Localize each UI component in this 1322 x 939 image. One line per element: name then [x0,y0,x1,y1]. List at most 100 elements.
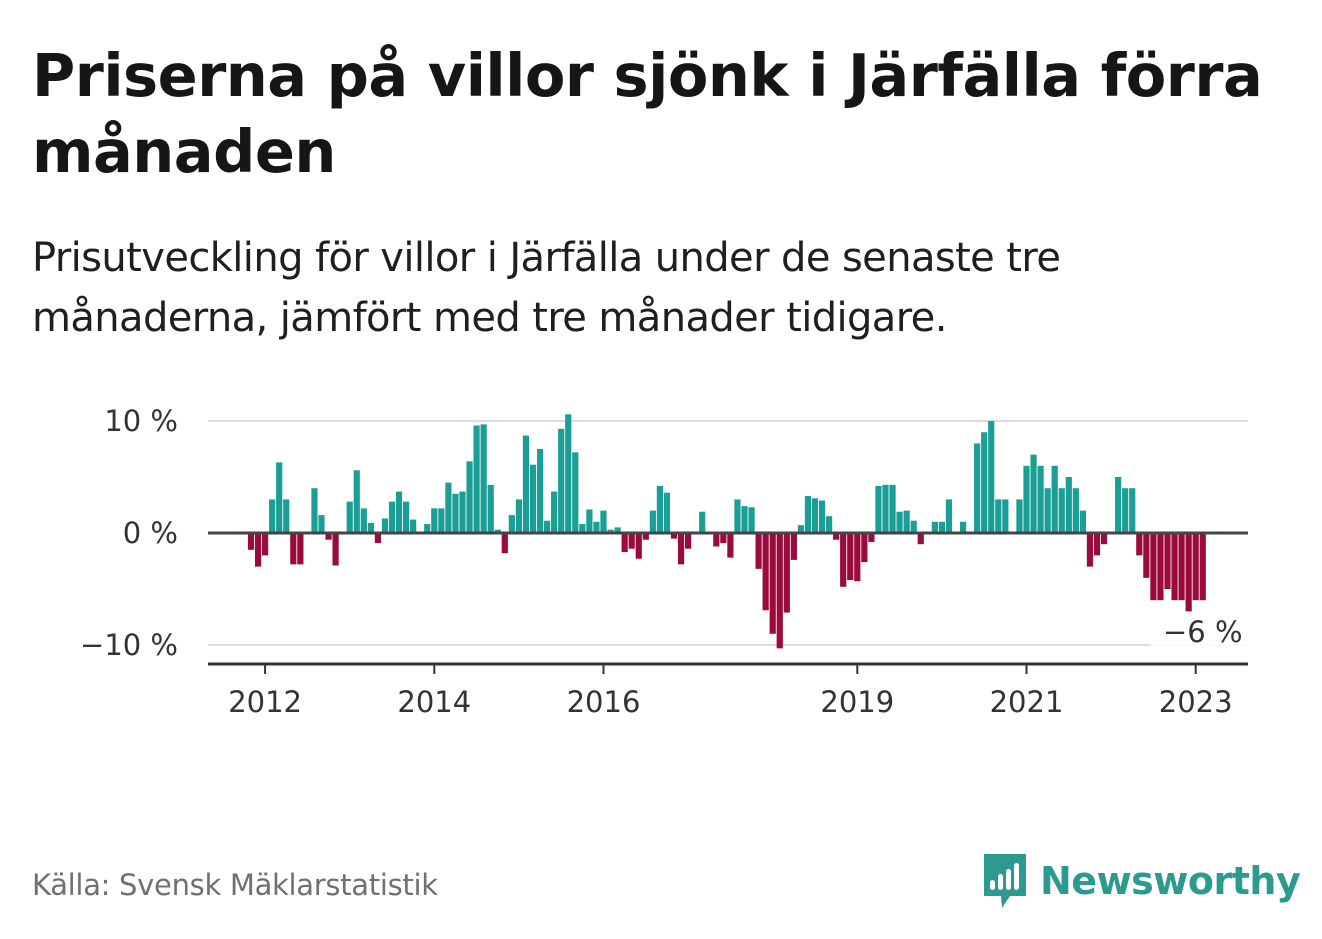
y-tick-label: −10 % [80,628,178,662]
bar [466,461,473,533]
bar [480,424,487,533]
bar [1100,533,1108,545]
bar [720,533,727,544]
bar [727,533,734,558]
bar [889,484,896,533]
bar [297,533,304,565]
bar [290,533,297,565]
bar [1030,454,1037,533]
bar [917,533,924,545]
bar [903,510,910,533]
x-tick-label: 2012 [228,685,302,719]
bar [995,499,1002,533]
bar [981,432,988,533]
bar [1171,533,1178,601]
bar [1115,477,1122,533]
bar [818,500,826,533]
bar [847,533,854,581]
bar [614,527,621,533]
chart-title: Priserna på villor sjönk i Järfälla förr… [32,41,1263,186]
bar [748,507,755,533]
bar [353,470,360,533]
bar [494,529,501,533]
bar [501,533,508,554]
bar [945,499,953,533]
bar [1058,488,1065,533]
bar [988,421,995,533]
x-tick-label: 2021 [990,685,1064,719]
bar [360,508,367,533]
bar [635,533,642,559]
bar [1143,533,1150,578]
bar [247,533,255,550]
bar [677,533,685,565]
bar-chart: 10 % 0 % −10 % 2012 2014 2016 2019 2021 2023 −6… [80,404,1255,719]
x-tick-label: 2023 [1159,685,1233,719]
bar [1164,533,1171,589]
bar [621,533,628,553]
bar [1129,488,1136,533]
bar [445,482,452,533]
bar [586,509,593,533]
brand-logo: Newsworthy [980,850,1301,912]
bar [473,425,480,533]
bar [854,533,861,582]
bar [804,496,812,533]
bar [262,533,269,556]
newsworthy-logo-icon [984,854,1026,908]
bar [374,533,381,544]
bar [1079,510,1086,533]
bars [247,414,1206,649]
bar [283,499,290,533]
bar [1192,533,1199,601]
bar [388,501,396,533]
bar [628,533,635,549]
x-tick-label: 2016 [567,685,641,719]
bar [1150,533,1157,601]
bar [826,516,833,533]
bar [254,533,262,567]
bar [346,501,353,533]
bar [332,533,339,566]
bar [811,498,819,533]
bar [558,428,565,533]
bar [1002,499,1009,533]
bar [769,533,776,634]
brand-name: Newsworthy [1040,859,1301,903]
bar [607,529,614,533]
bar [1157,533,1164,601]
bar [381,518,389,533]
bar [544,520,551,533]
bar [1136,533,1143,556]
bar [452,493,459,533]
gridlines [208,420,1248,646]
bar [515,499,522,533]
bar [367,522,374,533]
bar [1199,533,1206,601]
bar [1051,465,1058,533]
bar [974,443,981,533]
x-axis: 2012 2014 2016 2019 2021 2023 [208,662,1248,719]
bar [797,525,804,533]
x-tick-label: 2019 [820,685,894,719]
bar [318,515,325,533]
bar [762,533,769,611]
bar [685,533,692,549]
bar [508,515,515,533]
bar [699,511,706,533]
bar [670,533,678,539]
source-credit: Källa: Svensk Mäklarstatistik [32,868,438,902]
bar [642,533,649,540]
bar [438,508,445,533]
bar [459,491,466,533]
bar [1072,488,1079,533]
bar [536,449,544,533]
bar [713,533,720,547]
bar [755,533,762,569]
x-tick-label: 2014 [397,685,471,719]
bar [931,521,938,533]
bar [1037,465,1044,533]
bar [910,520,917,533]
annotations: −6 % [1150,612,1255,653]
bar [875,485,882,533]
